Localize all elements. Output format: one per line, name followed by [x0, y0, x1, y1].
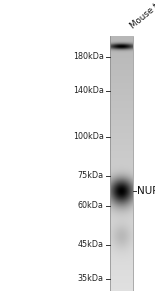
Text: 100kDa: 100kDa: [73, 132, 104, 141]
Text: 140kDa: 140kDa: [73, 86, 104, 95]
Text: 75kDa: 75kDa: [78, 171, 104, 180]
Text: 180kDa: 180kDa: [73, 52, 104, 62]
Text: NUR77: NUR77: [137, 186, 155, 196]
Text: Mouse testis: Mouse testis: [129, 0, 155, 31]
Text: 35kDa: 35kDa: [78, 274, 104, 284]
Text: 45kDa: 45kDa: [78, 240, 104, 249]
Text: 60kDa: 60kDa: [78, 201, 104, 210]
